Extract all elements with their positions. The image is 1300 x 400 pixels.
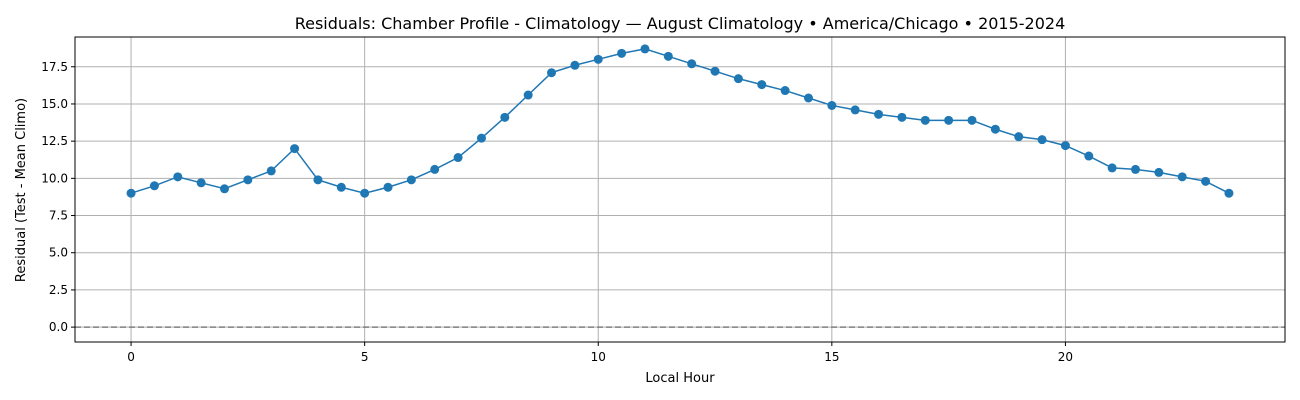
y-axis-label: Residual (Test - Mean Climo) [14,98,29,282]
data-point [757,80,767,90]
data-point [243,175,253,185]
data-point [1224,188,1234,198]
data-point [570,60,580,70]
data-point [780,86,790,96]
data-point [149,181,159,191]
data-point [126,188,136,198]
data-point [500,112,510,122]
data-point [663,51,673,61]
data-point [219,184,229,194]
y-tick-label: 10.0 [41,171,68,185]
data-point [1084,151,1094,161]
x-tick-label: 5 [361,350,369,364]
data-point [336,182,346,192]
data-point [1154,167,1164,177]
data-point [196,178,206,188]
data-point [944,115,954,125]
y-axis-ticks: 0.0 2.5 5.0 7.5 10.0 12.5 15.0 17.5 [41,60,75,334]
data-point [803,93,813,103]
data-point [593,54,603,64]
data-point [406,175,416,185]
data-point [920,115,930,125]
y-tick-label: 12.5 [41,134,68,148]
y-tick-label: 17.5 [41,60,68,74]
data-point [827,100,837,110]
data-point [640,44,650,54]
chart-title: Residuals: Chamber Profile - Climatology… [295,14,1066,33]
data-point [1177,172,1187,182]
data-point [476,133,486,143]
x-tick-label: 15 [824,350,839,364]
x-tick-label: 0 [127,350,135,364]
data-point [523,90,533,100]
data-point [313,175,323,185]
data-point [173,172,183,182]
x-tick-label: 10 [591,350,606,364]
data-point [897,112,907,122]
data-point [1131,164,1141,174]
data-point [1014,132,1024,142]
data-point [1037,135,1047,145]
data-point [733,74,743,84]
data-point [687,59,697,69]
data-point [430,164,440,174]
plot-area-frame [74,36,1286,343]
data-point [850,105,860,115]
y-tick-label: 0.0 [49,320,68,334]
data-point [383,182,393,192]
data-point [290,144,300,154]
data-point [360,188,370,198]
data-point [990,124,1000,134]
y-tick-label: 5.0 [49,246,68,260]
data-point [1060,141,1070,151]
data-point [874,109,884,119]
data-point [617,48,627,58]
data-point [453,153,463,163]
data-point [1107,163,1117,173]
data-point [266,166,276,176]
y-tick-label: 7.5 [49,209,68,223]
x-axis-ticks: 0 5 10 15 20 [127,342,1073,364]
data-point [710,66,720,76]
x-axis-label: Local Hour [645,371,715,386]
data-point [1201,176,1211,186]
y-tick-label: 15.0 [41,97,68,111]
x-tick-label: 20 [1058,350,1073,364]
data-point [967,115,977,125]
data-point [547,68,557,78]
series-layer [126,44,1234,198]
y-tick-label: 2.5 [49,283,68,297]
